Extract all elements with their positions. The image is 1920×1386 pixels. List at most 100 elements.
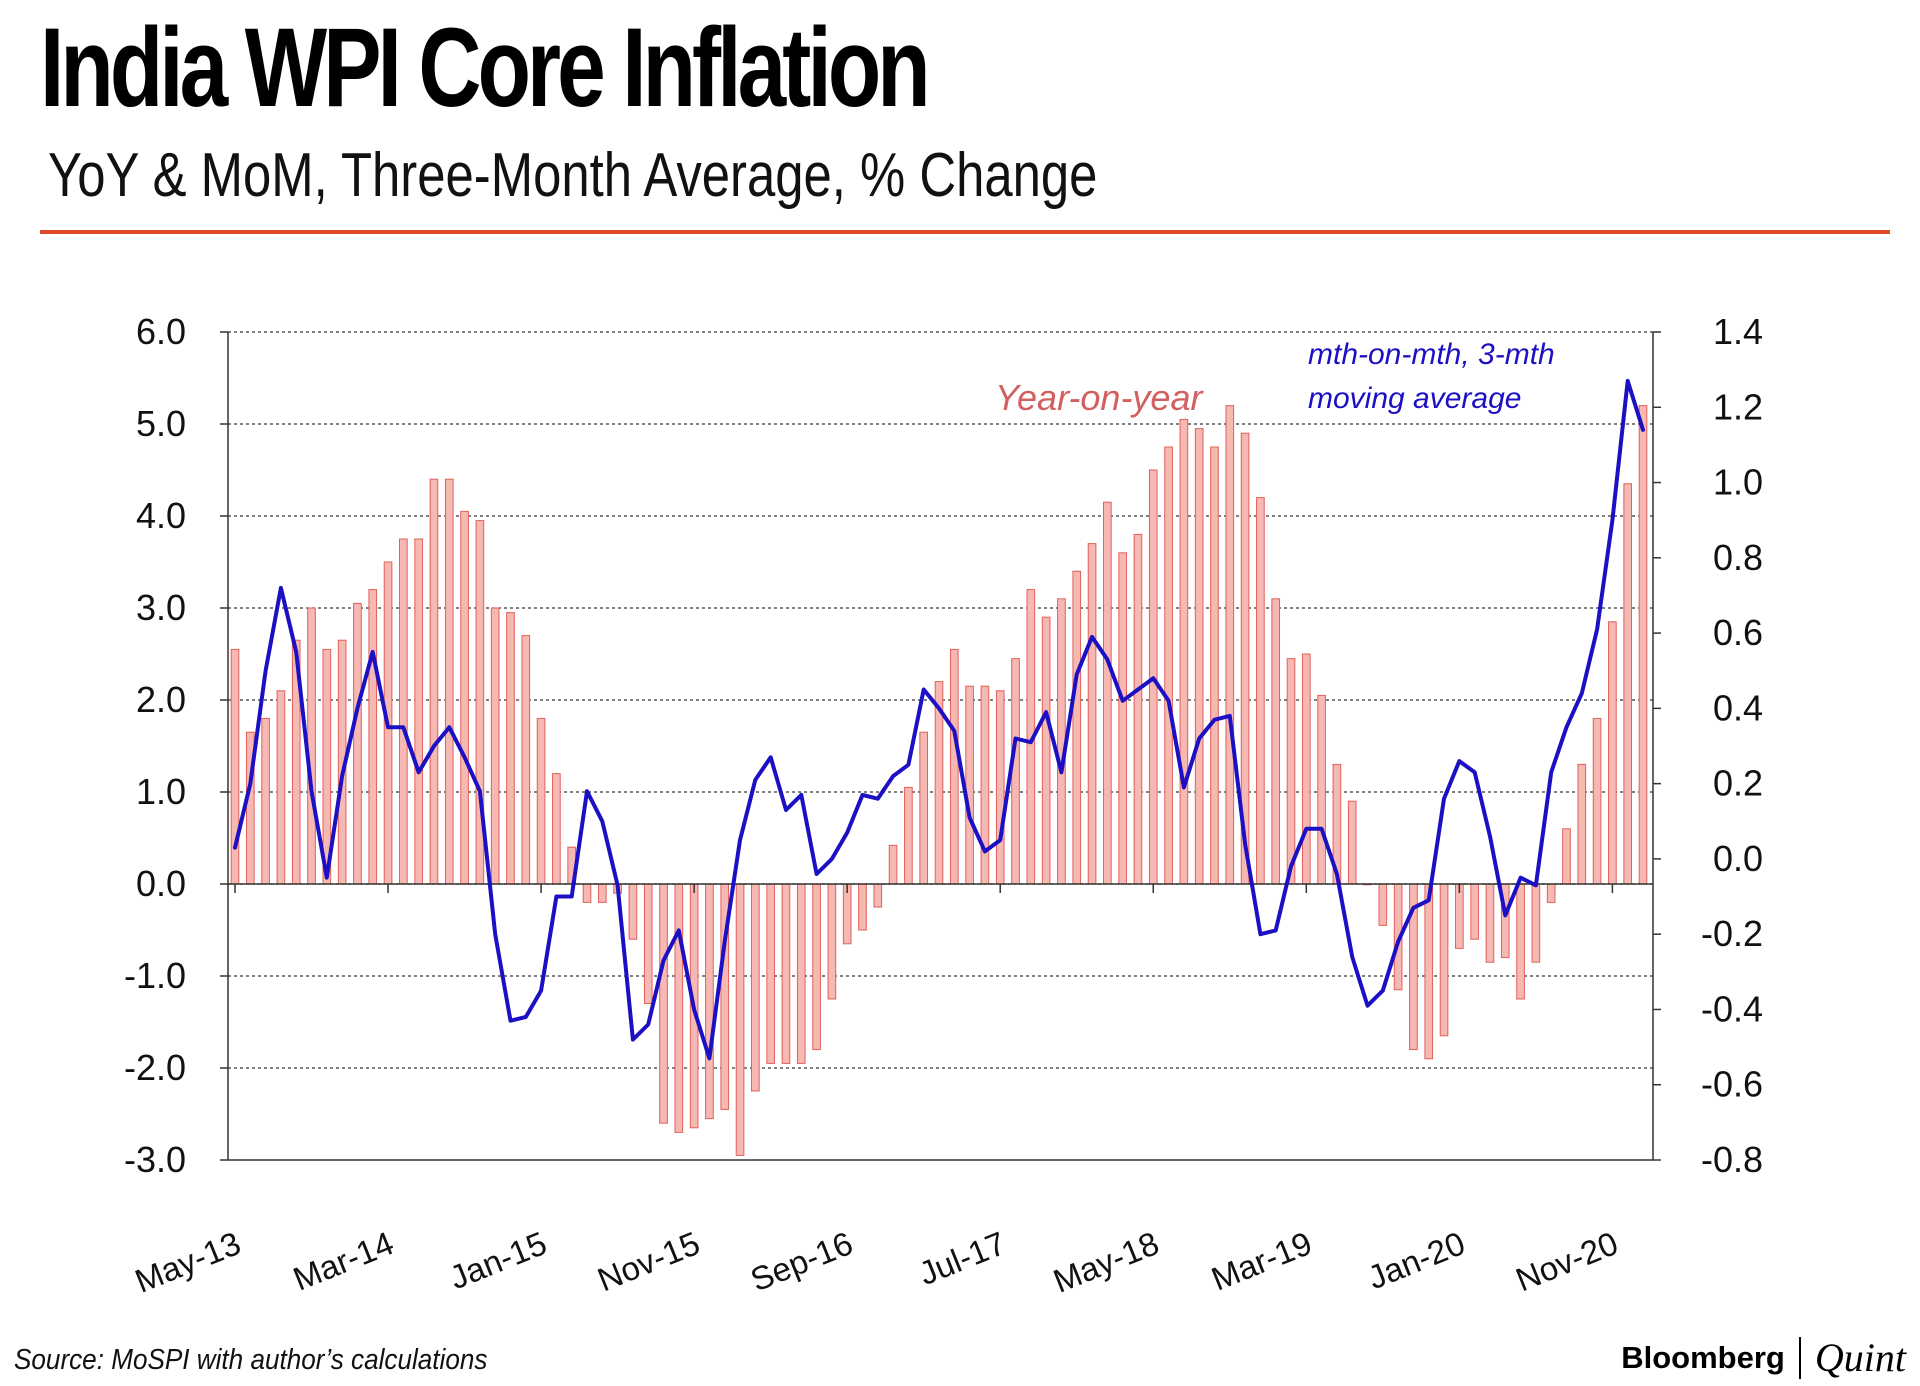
yoy-bar xyxy=(1011,658,1020,885)
yoy-bar xyxy=(368,589,378,885)
yoy-bar xyxy=(1531,883,1541,963)
right-axis-tick-label: 1.4 xyxy=(1713,311,1763,352)
yoy-bar xyxy=(414,538,423,885)
yoy-bar xyxy=(1455,883,1464,949)
left-axis-tick-label: 2.0 xyxy=(136,679,186,720)
yoy-bar xyxy=(643,883,653,1005)
yoy-bar xyxy=(1623,483,1633,885)
yoy-bar xyxy=(1516,883,1525,1000)
yoy-bar xyxy=(796,883,806,1064)
left-axis-tick-label: -2.0 xyxy=(124,1047,186,1088)
yoy-bar xyxy=(429,478,439,885)
yoy-bar xyxy=(276,690,286,885)
yoy-bar xyxy=(1118,552,1127,885)
mom-annotation-line1: mth-on-mth, 3-mth xyxy=(1308,338,1555,371)
right-axis-tick-label: 1.2 xyxy=(1713,386,1763,427)
yoy-bar xyxy=(812,883,821,1051)
yoy-bar xyxy=(995,690,1005,885)
yoy-bar xyxy=(1194,428,1204,885)
yoy-bar xyxy=(582,883,592,903)
yoy-bar xyxy=(1210,446,1219,885)
yoy-bar xyxy=(751,883,760,1092)
yoy-bar xyxy=(919,731,929,885)
x-axis-tick-label: Jan-20 xyxy=(1363,1224,1470,1296)
yoy-bar xyxy=(521,635,531,885)
right-axis-tick-label: 0.4 xyxy=(1713,687,1763,728)
yoy-bar xyxy=(888,844,898,885)
right-axis-tick-label: 1.0 xyxy=(1713,462,1763,503)
yoy-bar xyxy=(980,685,990,885)
page-title: India WPI Core Inflation xyxy=(40,5,931,130)
right-axis-tick-label: 0.0 xyxy=(1713,838,1763,879)
yoy-bar xyxy=(781,883,791,1064)
yoy-bar xyxy=(735,883,745,1156)
right-axis-tick-label: 0.8 xyxy=(1713,537,1763,578)
mom-annotation-line2: moving average xyxy=(1308,382,1521,415)
right-axis-tick-label: -0.8 xyxy=(1701,1139,1763,1180)
brand-logo: Bloomberg Quint xyxy=(1621,1334,1906,1381)
yoy-bar xyxy=(1164,446,1173,885)
yoy-bar xyxy=(949,648,959,885)
left-axis-tick-label: 5.0 xyxy=(136,403,186,444)
yoy-bar xyxy=(1179,418,1189,885)
yoy-bar xyxy=(307,607,316,885)
yoy-bar xyxy=(1347,800,1357,885)
yoy-bar xyxy=(1439,883,1449,1037)
yoy-bar xyxy=(399,538,408,885)
yoy-bar xyxy=(1317,694,1326,885)
x-axis-tick-label: Mar-19 xyxy=(1206,1224,1317,1297)
left-axis-tick-label: 4.0 xyxy=(136,495,186,536)
yoy-bar xyxy=(1057,598,1066,885)
yoy-bar xyxy=(1286,658,1296,885)
yoy-bar xyxy=(506,612,515,885)
yoy-bar xyxy=(674,883,684,1133)
yoy-bar xyxy=(1041,616,1051,885)
yoy-bar xyxy=(904,786,913,885)
yoy-bar xyxy=(1378,883,1388,926)
brand-divider xyxy=(1798,1336,1801,1379)
yoy-bar xyxy=(552,773,561,885)
yoy-bar xyxy=(1546,883,1556,903)
yoy-bar xyxy=(659,883,668,1124)
yoy-bar xyxy=(827,883,837,1000)
mom-line xyxy=(233,378,1645,1061)
left-axis-tick-label: 1.0 xyxy=(136,771,186,812)
yoy-bar xyxy=(705,883,714,1120)
title-divider xyxy=(40,230,1890,234)
yoy-annotation: Year-on-year xyxy=(995,377,1204,418)
yoy-bar xyxy=(1608,621,1617,885)
x-axis-tick-label: May-13 xyxy=(130,1224,246,1300)
yoy-bar xyxy=(1577,763,1587,885)
x-axis-tick-label: Nov-20 xyxy=(1511,1224,1624,1298)
yoy-bar xyxy=(444,478,454,885)
yoy-bar xyxy=(965,685,974,885)
x-axis-tick-label: May-18 xyxy=(1048,1224,1164,1300)
yoy-bar xyxy=(261,717,270,885)
left-axis-tick-label: -1.0 xyxy=(124,955,186,996)
left-axis-tick-label: 3.0 xyxy=(136,587,186,628)
wpi-core-inflation-chart: 6.0 5.0 4.0 3.0 2.0 1.0 0.0 -1.0 -2.0 -3.0 1.4 1.2 1… xyxy=(124,311,1763,1300)
yoy-bar xyxy=(766,883,775,1064)
right-axis-tick-label: 0.2 xyxy=(1713,763,1763,804)
x-axis-tick-label: Sep-16 xyxy=(745,1224,858,1298)
yoy-bar xyxy=(1638,405,1648,885)
x-axis-tick-label: Mar-14 xyxy=(288,1224,399,1297)
yoy-bar xyxy=(1133,533,1143,885)
yoy-bar xyxy=(873,883,883,908)
yoy-bar xyxy=(628,883,638,940)
yoy-bar xyxy=(490,607,500,885)
yoy-bar xyxy=(1424,883,1434,1060)
source-note: Source: MoSPI with author’s calculations xyxy=(14,1344,488,1376)
x-axis-tick-label: Nov-15 xyxy=(592,1224,705,1298)
x-axis-tick-label: Jul-17 xyxy=(914,1224,1011,1292)
left-axis-tick-label: 6.0 xyxy=(136,311,186,352)
yoy-bar xyxy=(1592,717,1602,885)
brand-secondary: Quint xyxy=(1814,1335,1906,1380)
yoy-bar xyxy=(1225,405,1235,885)
right-axis-tick-label: -0.6 xyxy=(1701,1064,1763,1105)
yoy-bar xyxy=(1485,883,1495,963)
yoy-bar xyxy=(1103,501,1112,885)
brand-primary: Bloomberg xyxy=(1621,1339,1785,1375)
left-axis-tick-label: -3.0 xyxy=(124,1139,186,1180)
left-axis-tick-label: 0.0 xyxy=(136,863,186,904)
